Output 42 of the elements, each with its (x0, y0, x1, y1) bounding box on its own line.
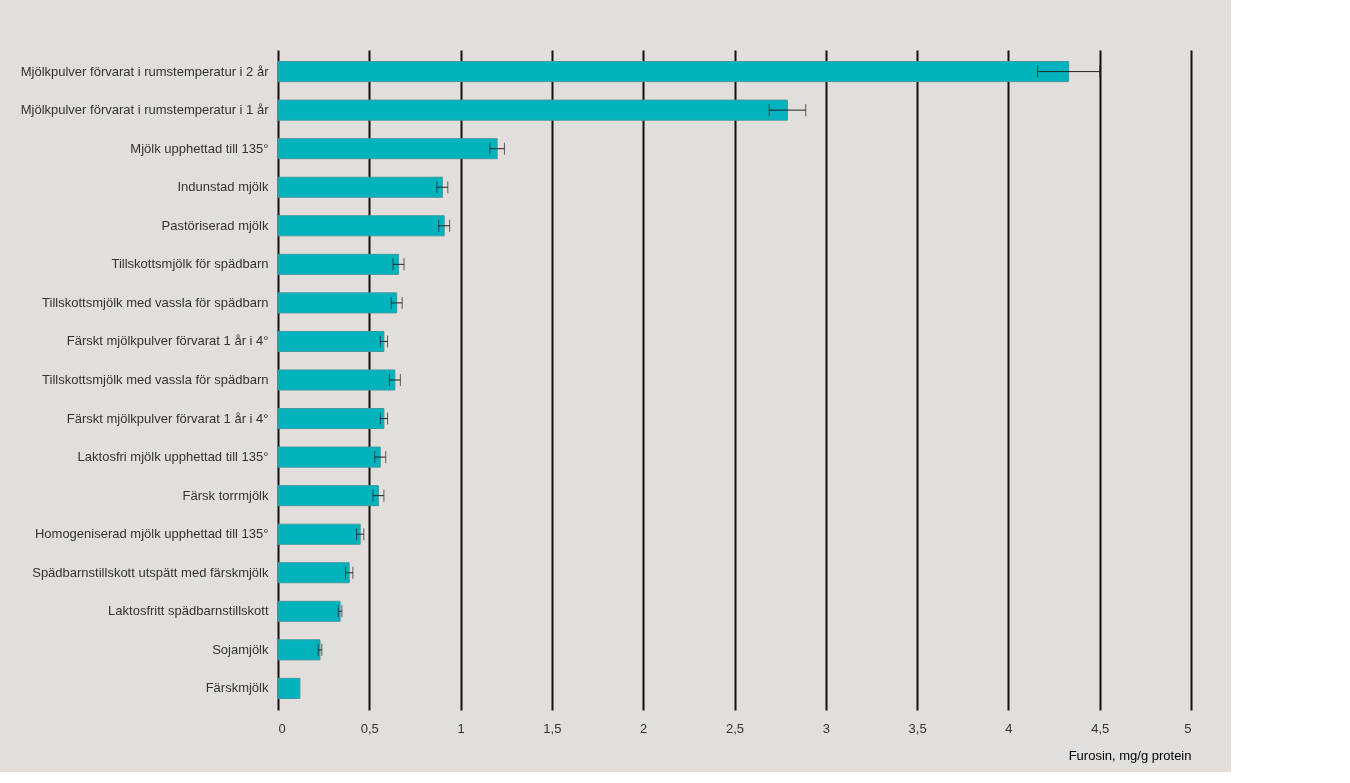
y-tick-label: Indunstad mjölk (177, 179, 269, 195)
x-tick-label: 3,5 (908, 720, 927, 736)
x-tick-label: 2 (640, 720, 648, 736)
x-axis-title: Furosin, mg/g protein (1068, 747, 1192, 763)
x-tick-label: 3 (822, 720, 830, 736)
bar (277, 99, 788, 121)
x-tick-label: 4,5 (1091, 720, 1110, 736)
y-tick-label: Spädbarnstillskott utspätt med färskmjölk (32, 564, 269, 580)
bar (277, 176, 443, 198)
y-tick-label: Mjölkpulver förvarat i rumstemperatur i 1 år (20, 102, 270, 118)
y-tick-label: Mjölkpulver förvarat i rumstemperatur i 2 år (20, 63, 270, 79)
x-tick-label: 4 (1005, 720, 1013, 736)
y-tick-label: Färskt mjölkpulver förvarat 1 år i 4° (66, 410, 269, 426)
x-tick-label: 0,5 (360, 720, 379, 736)
bar (277, 600, 341, 622)
y-tick-label: Mjölk upphettad till 135° (130, 140, 269, 156)
y-tick-label: Homogeniserad mjölk upphettad till 135° (34, 526, 269, 542)
y-tick-label: Pastöriserad mjölk (161, 217, 269, 233)
bar (277, 253, 400, 275)
y-tick-label: Tillskottsmjölk för spädbarn (111, 256, 269, 272)
y-tick-label: Tillskottsmjölk med vassla för spädbarn (42, 372, 269, 387)
bar (277, 292, 398, 314)
bar (277, 485, 379, 507)
y-tick-label: Färskt mjölkpulver förvarat 1 år i 4° (66, 333, 269, 349)
y-tick-label: Laktosfri mjölk upphettad till 135° (77, 449, 269, 465)
bar (277, 61, 1070, 83)
x-tick-label: 2,5 (725, 720, 745, 736)
bar (277, 639, 321, 661)
bar (277, 446, 381, 468)
x-tick-label: 5 (1184, 720, 1192, 736)
y-tick-label: Tillskottsmjölk med vassla för spädbarn (42, 294, 269, 310)
y-tick-label: Färskmjölk (205, 680, 269, 696)
y-tick-label: Sojamjölk (212, 641, 269, 657)
x-tick-label: 1,5 (543, 720, 562, 736)
bar (277, 138, 498, 160)
bar (277, 677, 301, 699)
x-tick-label: 0 (278, 720, 286, 736)
y-tick-label: Laktosfritt spädbarnstillskott (108, 603, 269, 619)
x-tick-label: 1 (457, 720, 465, 736)
bar (277, 369, 396, 391)
bar (277, 215, 445, 237)
y-tick-label: Färsk torrmjölk (182, 487, 269, 503)
